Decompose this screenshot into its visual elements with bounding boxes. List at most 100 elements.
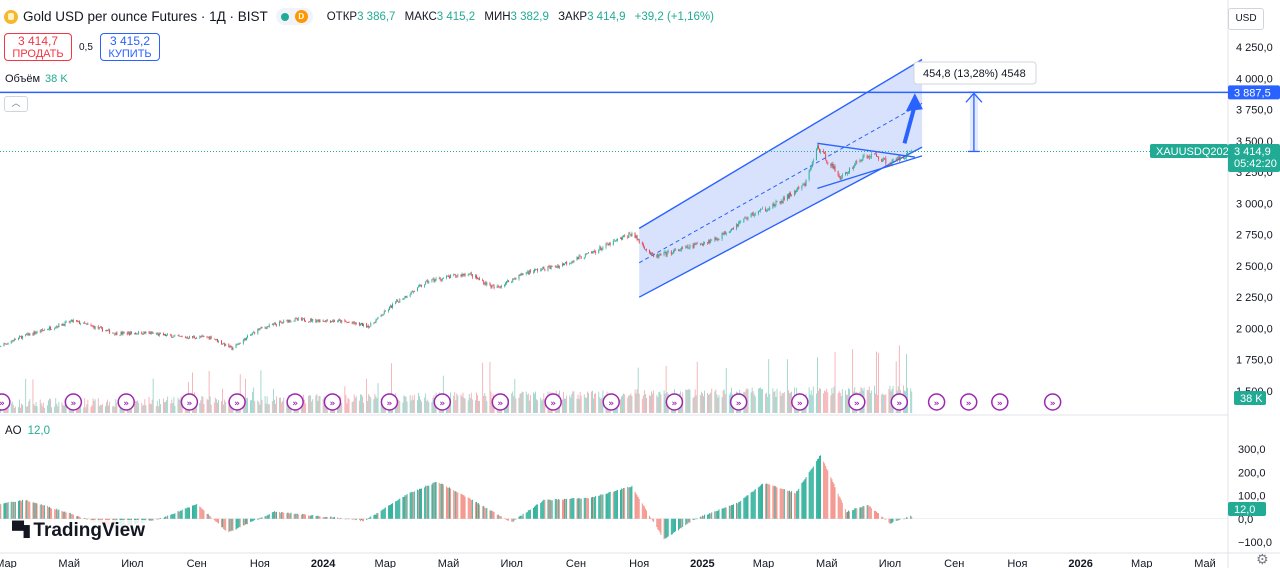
channel-lower-line: [638, 146, 923, 298]
volume-bar: [475, 400, 476, 413]
volume-bar: [286, 402, 288, 413]
volume-bar: [688, 388, 690, 413]
ao-bar: [631, 485, 633, 519]
candle-body: [333, 320, 334, 322]
volume-bar: [573, 391, 575, 413]
ao-bar: [830, 477, 832, 519]
candle-body: [309, 321, 311, 322]
event-marker-glyph: »: [966, 399, 972, 409]
ao-bar: [272, 511, 274, 519]
volume-bar: [508, 398, 510, 413]
ao-bar: [507, 518, 509, 521]
candle-body: [152, 333, 154, 335]
currency-selector[interactable]: USD: [1228, 8, 1264, 30]
candle-body: [358, 322, 360, 326]
ao-bar: [6, 503, 8, 519]
symbol-title[interactable]: Gold USD per ounce Futures · 1Д · BIST: [23, 9, 268, 24]
ao-bar: [323, 517, 325, 519]
candle-body: [57, 326, 59, 328]
ao-bar: [258, 518, 260, 520]
volume-bar: [529, 394, 531, 413]
ao-bar: [761, 484, 762, 519]
volume-bar: [653, 390, 655, 413]
volume-bar: [14, 406, 16, 413]
volume-bar: [213, 402, 215, 413]
volume-bar: [157, 406, 159, 413]
volume-bar: [875, 393, 876, 413]
candle-body: [752, 212, 754, 216]
volume-bar: [479, 400, 480, 413]
ao-bar: [158, 518, 160, 519]
time-tick-label: Мар: [753, 558, 775, 568]
ao-bar: [496, 514, 498, 519]
ao-bar: [376, 512, 378, 519]
settings-gear-icon[interactable]: ⚙: [1256, 551, 1269, 567]
volume-bar: [200, 400, 202, 413]
ao-bar: [877, 512, 878, 519]
ao-bar: [405, 495, 407, 519]
ao-bar: [424, 487, 426, 519]
candle-body: [754, 213, 756, 215]
volume-bar: [664, 393, 666, 413]
ao-bar: [445, 486, 447, 519]
candle-body: [6, 343, 8, 345]
candle-body: [134, 333, 135, 334]
ao-legend[interactable]: AO 12,0: [5, 425, 50, 437]
volume-bar: [12, 404, 14, 413]
candle-body: [353, 321, 355, 324]
ao-bar: [235, 518, 237, 530]
ao-bar: [620, 489, 621, 519]
volume-bar: [781, 392, 783, 413]
volume-bar: [700, 391, 702, 413]
candle-body: [832, 163, 834, 169]
volume-bar: [768, 359, 770, 413]
volume-bar: [588, 393, 589, 413]
candle-body: [438, 278, 440, 279]
candle-body: [667, 251, 669, 252]
ao-bar: [709, 513, 711, 519]
volume-bar: [279, 397, 280, 413]
candle-body: [824, 152, 826, 154]
volume-bar: [831, 387, 833, 413]
ao-bar: [427, 485, 429, 519]
ao-bar: [898, 518, 900, 520]
ao-bar: [788, 490, 790, 519]
volume-bar: [658, 392, 660, 413]
ao-bar: [201, 508, 203, 519]
ao-bar: [353, 518, 355, 520]
candle-body: [547, 266, 549, 271]
ao-bar: [847, 511, 848, 519]
ao-bar: [268, 514, 270, 519]
ao-bar: [489, 510, 491, 519]
collapse-legend-button[interactable]: ︿: [4, 96, 28, 112]
candle-body: [839, 176, 841, 180]
event-marker-glyph: »: [671, 399, 677, 409]
volume-bar: [564, 398, 565, 413]
volume-bar: [461, 396, 463, 413]
sell-button[interactable]: 3 414,7 ПРОДАТЬ: [4, 33, 72, 61]
price-tick-label: 4 000,0: [1236, 73, 1273, 85]
candle-body: [863, 155, 865, 157]
candle-body: [157, 333, 159, 336]
volume-legend[interactable]: Объём 38 K: [5, 73, 68, 85]
status-indicators[interactable]: D: [275, 8, 313, 25]
volume-bar: [846, 394, 847, 413]
candle-body: [69, 321, 71, 323]
buy-button[interactable]: 3 415,2 КУПИТЬ: [100, 33, 160, 61]
candle-body: [276, 324, 277, 326]
ao-bar: [754, 489, 756, 519]
ao-bar: [199, 506, 201, 519]
candle-body: [681, 247, 683, 250]
candle-body: [165, 334, 167, 336]
volume-bar: [659, 391, 661, 413]
ao-bar: [20, 500, 21, 519]
volume-bar: [361, 394, 362, 413]
event-marker-glyph: »: [550, 399, 556, 409]
volume-bar: [512, 391, 514, 413]
candle-body: [686, 245, 688, 247]
volume-bar: [649, 395, 650, 413]
volume-bar: [86, 404, 88, 413]
candle-body: [396, 300, 398, 303]
candle-body: [506, 281, 507, 284]
